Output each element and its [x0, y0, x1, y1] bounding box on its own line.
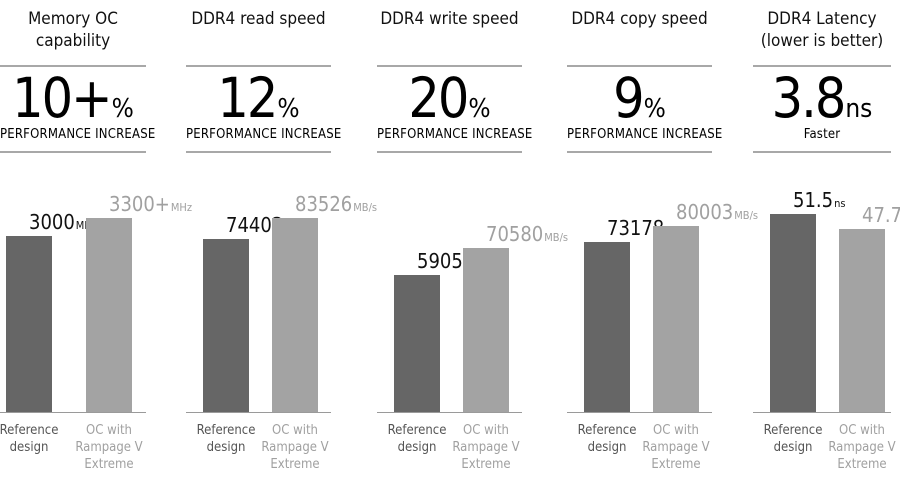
data-label: 51.5ns [793, 190, 846, 210]
bar-oc [463, 248, 509, 412]
data-label-unit: MB/s [353, 201, 378, 214]
bar-reference [770, 214, 816, 412]
divider-line [567, 151, 712, 153]
data-label-value: 59051 [417, 249, 475, 273]
headline-caption: PERFORMANCE INCREASE [0, 127, 156, 142]
headline-unit: ns [845, 94, 873, 124]
chart-panel: DDR4 write speed 20% PERFORMANCE INCREASE 5… [377, 0, 568, 500]
category-label: OC with Rampage V Extreme [261, 423, 329, 472]
data-label-unit: MHz [170, 201, 193, 214]
data-label-value: 83526 [295, 192, 353, 216]
divider-line [377, 151, 522, 153]
divider-line [753, 151, 891, 153]
headline-metric: 20% [377, 66, 522, 144]
chart-baseline [377, 412, 522, 413]
data-label-value: 80003 [676, 200, 734, 224]
chart-baseline [753, 412, 891, 413]
data-label: 47.7ns [862, 205, 900, 225]
bar-reference [203, 239, 249, 412]
headline-value: 3.8 [771, 66, 847, 130]
chart-title: DDR4 Latency (lower is better) [760, 9, 884, 51]
data-label-unit: MB/s [734, 209, 759, 222]
headline-value: 10+ [12, 66, 112, 130]
chart-panel: Memory OC capability 10+% PERFORMANCE INCR… [0, 0, 192, 500]
chart-title: DDR4 read speed [191, 9, 326, 29]
headline-unit: % [111, 94, 134, 124]
headline-value: 9 [613, 66, 645, 130]
category-label: OC with Rampage V Extreme [452, 423, 520, 472]
category-label: OC with Rampage V Extreme [828, 423, 896, 472]
headline-metric: 12% [186, 66, 331, 144]
headline-metric: 9% [567, 66, 712, 144]
bar-oc [272, 218, 318, 412]
data-label-unit: ns [834, 197, 846, 210]
headline-value: 20 [408, 66, 469, 130]
bar-oc [86, 218, 132, 412]
headline-metric: 10+% [0, 66, 146, 144]
category-label: OC with Rampage V Extreme [75, 423, 143, 472]
divider-line [377, 65, 522, 67]
chart-baseline [186, 412, 331, 413]
data-label: 83526MB/s [295, 194, 377, 214]
divider-line [567, 65, 712, 67]
chart-panel: DDR4 read speed 12% PERFORMANCE INCREASE 74… [186, 0, 377, 500]
chart-title: DDR4 write speed [380, 9, 519, 29]
headline-caption: PERFORMANCE INCREASE [377, 127, 533, 142]
data-label-value: 74403 [226, 213, 284, 237]
category-label: OC with Rampage V Extreme [642, 423, 710, 472]
chart-panel: DDR4 copy speed 9% PERFORMANCE INCREASE 731… [567, 0, 758, 500]
divider-line [186, 65, 331, 67]
headline-caption: PERFORMANCE INCREASE [186, 127, 342, 142]
bar-reference [394, 275, 440, 412]
data-label: 3300+MHz [109, 194, 192, 214]
headline-unit: % [277, 94, 300, 124]
data-label-value: 73178 [607, 216, 665, 240]
headline-caption: Faster [803, 127, 841, 142]
data-label: 80003MB/s [676, 202, 758, 222]
data-label-value: 3000 [29, 210, 75, 234]
divider-line [0, 151, 146, 153]
bar-oc [653, 226, 699, 412]
chart-title: DDR4 copy speed [571, 9, 708, 29]
bar-reference [6, 236, 52, 412]
data-label-value: 47.7 [862, 203, 900, 227]
headline-unit: % [643, 94, 666, 124]
category-label: Reference design [763, 423, 823, 455]
category-label: Reference design [577, 423, 637, 455]
data-label: 70580MB/s [486, 224, 568, 244]
divider-line [0, 65, 146, 67]
data-label-unit: MB/s [544, 231, 569, 244]
headline-value: 12 [217, 66, 278, 130]
bar-reference [584, 242, 630, 412]
category-label: Reference design [196, 423, 256, 455]
headline-caption: PERFORMANCE INCREASE [567, 127, 723, 142]
bar-oc [839, 229, 885, 412]
headline-unit: % [468, 94, 491, 124]
category-label: Reference design [387, 423, 447, 455]
category-label: Reference design [0, 423, 59, 455]
data-label-value: 70580 [486, 222, 544, 246]
chart-baseline [567, 412, 712, 413]
divider-line [186, 151, 331, 153]
headline-metric: 3.8ns [753, 66, 891, 144]
chart-baseline [0, 412, 146, 413]
data-label-value: 51.5 [793, 188, 834, 212]
divider-line [753, 65, 891, 67]
data-label-value: 3300+ [109, 192, 170, 216]
chart-panel: DDR4 Latency (lower is better) 3.8ns Faste… [753, 0, 900, 500]
chart-title: Memory OC capability [28, 9, 118, 51]
